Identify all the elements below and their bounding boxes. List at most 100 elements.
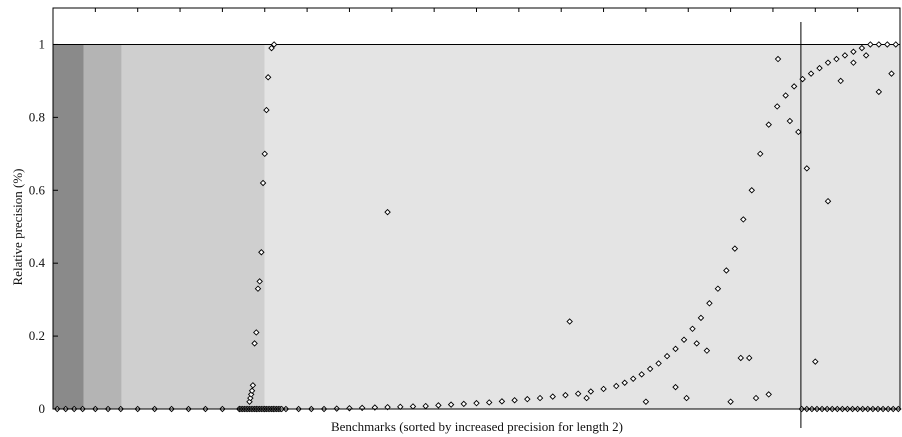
data-point-s4-9 <box>727 398 734 405</box>
background-bands <box>53 44 900 410</box>
data-point-s1-65 <box>790 83 798 90</box>
data-point-s4-13 <box>765 391 772 398</box>
data-point-s4-5 <box>672 383 679 391</box>
data-point-s4-12 <box>752 394 760 402</box>
data-point-s4-20 <box>837 77 844 85</box>
data-point-s4-7 <box>693 340 700 347</box>
data-point-s1-64 <box>782 92 789 99</box>
data-point-s4-18 <box>812 358 819 365</box>
data-point-s4-8 <box>703 347 711 354</box>
data-point-s4-19 <box>824 197 832 205</box>
data-point-s4-14 <box>774 55 782 63</box>
data-point-s3-13 <box>263 106 270 114</box>
data-point-s1-43 <box>600 385 607 393</box>
data-point-s3-15 <box>268 44 275 52</box>
data-point-s3-3 <box>247 391 255 398</box>
data-point-s1-54 <box>697 314 705 322</box>
data-point-s4-6 <box>683 394 690 402</box>
data-point-s3-11 <box>259 179 267 187</box>
data-point-s1-67 <box>807 70 815 77</box>
data-point-s1-30 <box>435 402 442 409</box>
data-point-s1-71 <box>841 52 849 59</box>
data-point-s1-53 <box>689 325 696 333</box>
data-point-s3-8 <box>254 285 262 292</box>
data-point-s4-4 <box>642 398 650 405</box>
data-point-s4-15 <box>786 117 794 125</box>
background-band-3 <box>121 44 265 410</box>
data-point-s1-55 <box>706 300 713 307</box>
data-point-s4-23 <box>875 88 883 96</box>
data-point-s4-21 <box>850 59 857 66</box>
y-tick-label: 1 <box>39 36 46 51</box>
data-point-s4-24 <box>888 70 895 77</box>
data-point-s1-36 <box>511 397 518 404</box>
data-point-s1-46 <box>629 375 637 382</box>
data-point-s3-7 <box>253 329 260 336</box>
x-axis-label: Benchmarks (sorted by increased precisio… <box>331 419 623 434</box>
data-point-s1-37 <box>524 395 531 403</box>
plot-frame <box>52 7 901 410</box>
data-point-s1-40 <box>562 391 569 399</box>
data-point-s3-4 <box>248 387 256 395</box>
data-point-s4-22 <box>862 52 870 59</box>
data-point-s1-35 <box>498 398 506 405</box>
data-point-s1-44 <box>613 382 620 390</box>
data-point-s1-73 <box>858 44 866 52</box>
data-point-s3-16 <box>270 41 278 48</box>
data-point-s1-41 <box>574 390 582 397</box>
data-point-s1-58 <box>731 245 739 252</box>
data-point-s1-61 <box>757 150 764 158</box>
data-point-s3-5 <box>249 382 257 389</box>
data-point-s3-14 <box>264 74 272 81</box>
data-point-s4-3 <box>583 394 590 402</box>
data-points <box>53 41 902 413</box>
y-axis-ticks: 0 0.2 0.4 0.6 0.8 1 <box>29 36 58 416</box>
y-tick-label: 0.6 <box>29 182 46 197</box>
data-point-s1-32 <box>460 400 468 408</box>
background-band-1 <box>53 44 84 410</box>
background-band-2 <box>83 44 122 410</box>
data-point-s1-57 <box>723 267 730 274</box>
data-point-s1-52 <box>680 336 688 343</box>
background-band-4 <box>264 44 900 410</box>
data-point-s4-10 <box>737 354 745 362</box>
data-point-s1-48 <box>646 365 654 373</box>
y-tick-label: 0 <box>39 401 46 416</box>
data-point-s1-42 <box>587 388 595 395</box>
data-point-s1-56 <box>714 285 722 292</box>
data-point-s1-75 <box>875 41 883 48</box>
data-point-s1-31 <box>447 401 455 408</box>
y-tick-label: 0.2 <box>29 328 45 343</box>
data-point-s1-74 <box>867 41 874 48</box>
data-point-s1-38 <box>536 394 544 402</box>
data-point-s1-66 <box>799 75 806 83</box>
data-point-s4-16 <box>795 128 802 136</box>
data-point-s1-77 <box>892 41 900 48</box>
data-point-s1-39 <box>549 393 556 400</box>
data-point-s1-51 <box>672 345 679 353</box>
data-point-s4-17 <box>803 165 811 172</box>
data-point-s4-1 <box>384 208 391 216</box>
data-point-s1-62 <box>765 121 772 128</box>
data-point-s1-68 <box>816 64 823 72</box>
data-point-s1-47 <box>638 371 645 378</box>
data-point-s1-59 <box>740 216 747 223</box>
data-point-s1-26 <box>384 403 391 411</box>
data-point-s1-34 <box>485 399 493 406</box>
data-point-s1-33 <box>473 399 480 407</box>
data-point-s1-72 <box>850 48 857 55</box>
data-point-s1-23 <box>346 405 353 412</box>
data-point-s1-70 <box>833 55 840 63</box>
data-point-s1-49 <box>655 360 662 367</box>
data-point-s1-25 <box>371 404 379 411</box>
y-tick-label: 0.4 <box>29 255 46 270</box>
y-axis-label: Relative precision (%) <box>10 169 25 286</box>
data-point-s1-60 <box>748 187 756 194</box>
data-point-s3-1 <box>246 398 253 405</box>
data-point-s3-12 <box>261 150 268 158</box>
data-point-s3-10 <box>258 249 265 256</box>
data-point-s1-50 <box>663 352 671 360</box>
y-tick-label: 0.8 <box>29 109 45 124</box>
data-point-s3-6 <box>251 340 258 347</box>
